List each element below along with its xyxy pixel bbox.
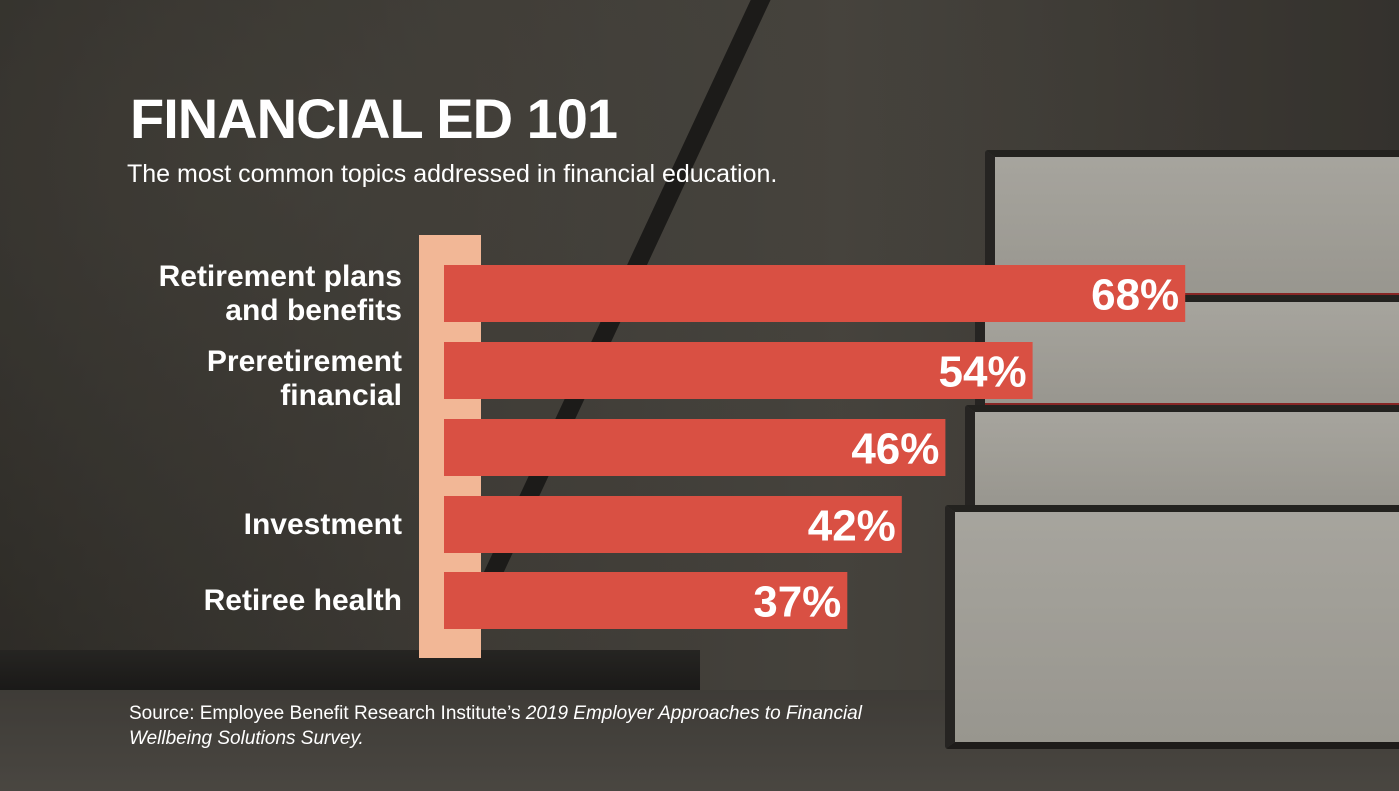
category-label: Investment (112, 508, 402, 542)
category-label: Preretirement financial (112, 345, 402, 413)
bar-value-label: 42% (808, 502, 896, 551)
bar-value-label: 54% (939, 348, 1027, 397)
source-prefix: Source: Employee Benefit Research Instit… (129, 703, 526, 724)
bar (444, 342, 1033, 399)
category-label: Retiree health (112, 584, 402, 618)
bar-value-label: 37% (753, 578, 841, 627)
chart-subtitle: The most common topics addressed in fina… (127, 160, 778, 188)
category-label-line: and benefits (225, 294, 402, 327)
bar-value-label: 46% (851, 425, 939, 474)
chart-title: FINANCIAL ED 101 (130, 87, 618, 150)
bar (444, 572, 848, 629)
category-label-line: financial (280, 379, 402, 412)
bar (444, 265, 1186, 322)
category-label-line: Retiree health (203, 583, 402, 617)
category-label-line: Preretirement (206, 345, 402, 378)
source-title: 2019 Employer Approaches to Financial We… (129, 703, 862, 749)
laptop-keyboard-decoration (0, 650, 700, 690)
bar (444, 496, 902, 553)
book-decoration (945, 505, 1399, 749)
category-label-line: Investment (243, 507, 402, 541)
category-label: Retirement plans and benefits (112, 260, 402, 328)
bar (444, 419, 946, 476)
source-note: Source: Employee Benefit Research Instit… (129, 701, 949, 751)
category-label-line: Retirement plans (158, 260, 402, 293)
bar-value-label: 68% (1091, 271, 1179, 320)
